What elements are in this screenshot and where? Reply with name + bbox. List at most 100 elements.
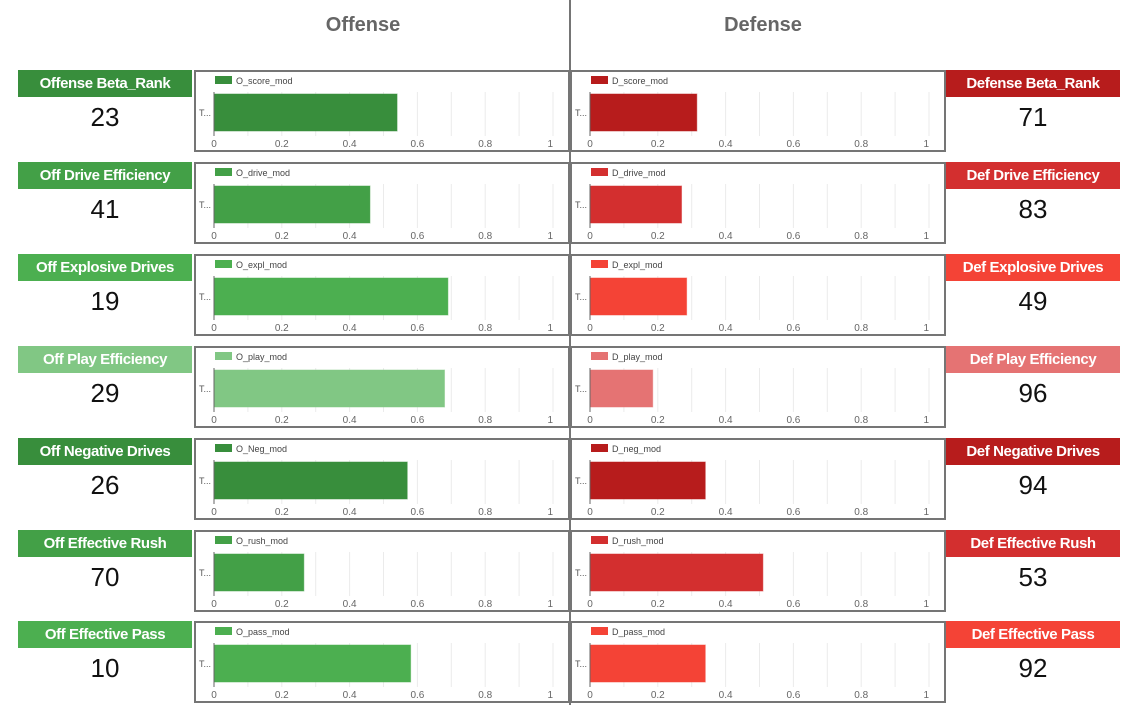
legend-swatch [215,168,232,176]
defense-bar-chart[interactable]: T... 0 0.2 0.4 0.6 0.8 1 D_pass_mod [570,621,946,703]
offense-bar-chart[interactable]: T... 0 0.2 0.4 0.6 0.8 1 O_rush_mod [194,530,570,612]
defense-scorecard[interactable]: Def Negative Drives 94 [946,438,1120,520]
scorecard-value: 53 [1018,562,1048,592]
scorecard-value: 23 [90,102,120,132]
x-tick-label: 0.2 [275,415,289,426]
x-tick-label: 0.6 [410,139,424,150]
offense-scorecard[interactable]: Offense Beta_Rank 23 [18,70,192,152]
x-tick-label: 0.8 [478,139,492,150]
category-label: T... [575,108,587,118]
x-tick-label: 0.2 [275,690,289,701]
bar-O_Neg_mod[interactable] [213,461,408,500]
category-label: T... [199,108,211,118]
defense-scorecard[interactable]: Def Explosive Drives 49 [946,254,1120,336]
x-tick-label: 0.6 [410,599,424,610]
x-tick-label: 0 [587,323,593,334]
bar-D_score_mod[interactable] [589,93,698,132]
defense-scorecard[interactable]: Defense Beta_Rank 71 [946,70,1120,152]
offense-bar-chart[interactable]: T... 0 0.2 0.4 0.6 0.8 1 O_play_mod [194,346,570,428]
offense-scorecard[interactable]: Off Explosive Drives 19 [18,254,192,336]
legend-label[interactable]: D_pass_mod [612,627,665,637]
legend-label[interactable]: D_play_mod [612,352,663,362]
bar-O_rush_mod[interactable] [213,553,305,592]
legend-label[interactable]: O_drive_mod [236,168,290,178]
defense-bar-chart[interactable]: T... 0 0.2 0.4 0.6 0.8 1 D_rush_mod [570,530,946,612]
legend-label[interactable]: D_expl_mod [612,260,663,270]
offense-bar-chart[interactable]: T... 0 0.2 0.4 0.6 0.8 1 O_expl_mod [194,254,570,336]
x-tick-label: 1 [923,323,929,334]
scorecard-value: 29 [90,378,120,408]
x-tick-label: 0.2 [651,599,665,610]
defense-scorecard[interactable]: Def Drive Efficiency 83 [946,162,1120,244]
offense-scorecard[interactable]: Off Play Efficiency 29 [18,346,192,428]
legend-label[interactable]: O_Neg_mod [236,444,287,454]
legend-label[interactable]: D_neg_mod [612,444,661,454]
bar-O_expl_mod[interactable] [213,277,449,316]
offense-scorecard[interactable]: Off Drive Efficiency 41 [18,162,192,244]
scorecard-value: 96 [1018,378,1048,408]
offense-scorecard[interactable]: Off Effective Pass 10 [18,621,192,703]
offense-bar-chart[interactable]: T... 0 0.2 0.4 0.6 0.8 1 O_pass_mod [194,621,570,703]
defense-bar-chart[interactable]: T... 0 0.2 0.4 0.6 0.8 1 D_drive_mod [570,162,946,244]
defense-bar-chart[interactable]: T... 0 0.2 0.4 0.6 0.8 1 D_expl_mod [570,254,946,336]
x-tick-label: 0.2 [275,507,289,518]
offense-scorecard[interactable]: Off Negative Drives 26 [18,438,192,520]
offense-bar-chart[interactable]: T... 0 0.2 0.4 0.6 0.8 1 O_Neg_mod [194,438,570,520]
offense-bar-chart[interactable]: T... 0 0.2 0.4 0.6 0.8 1 O_score_mod [194,70,570,152]
scorecard-value: 41 [90,194,120,224]
category-label: T... [199,384,211,394]
bar-O_score_mod[interactable] [213,93,398,132]
chart-svg: T... 0 0.2 0.4 0.6 0.8 1 O_Neg_mod [199,444,554,518]
x-tick-label: 0.4 [719,690,733,701]
bar-D_rush_mod[interactable] [589,553,764,592]
x-tick-label: 1 [547,599,553,610]
defense-bar-chart[interactable]: T... 0 0.2 0.4 0.6 0.8 1 D_score_mod [570,70,946,152]
scorecard-value: 70 [90,562,120,592]
scorecard-value: 94 [1018,470,1048,500]
bar-D_play_mod[interactable] [589,369,654,408]
bar-D_pass_mod[interactable] [589,644,706,683]
x-tick-label: 0.4 [343,139,357,150]
legend-label[interactable]: D_rush_mod [612,536,664,546]
scorecard-value: 19 [90,286,120,316]
offense-scorecard[interactable]: Off Effective Rush 70 [18,530,192,612]
x-tick-label: 0 [587,139,593,150]
bar-D_drive_mod[interactable] [589,185,683,224]
scorecard-label: Offense Beta_Rank [18,70,192,97]
bar-D_expl_mod[interactable] [589,277,688,316]
x-tick-label: 0.6 [786,690,800,701]
x-tick-label: 0.8 [478,690,492,701]
defense-scorecard[interactable]: Def Play Efficiency 96 [946,346,1120,428]
x-tick-label: 0.4 [719,415,733,426]
x-tick-label: 1 [547,690,553,701]
bar-D_neg_mod[interactable] [589,461,706,500]
x-tick-label: 1 [923,599,929,610]
legend-label[interactable]: D_score_mod [612,76,668,86]
x-tick-label: 0.4 [343,690,357,701]
legend-swatch [591,444,608,452]
defense-bar-chart[interactable]: T... 0 0.2 0.4 0.6 0.8 1 D_play_mod [570,346,946,428]
chart-svg: T... 0 0.2 0.4 0.6 0.8 1 D_play_mod [575,352,930,426]
defense-scorecard[interactable]: Def Effective Rush 53 [946,530,1120,612]
legend-label[interactable]: O_expl_mod [236,260,287,270]
scorecard-value: 10 [90,653,120,683]
x-tick-label: 0.6 [786,507,800,518]
legend-label[interactable]: O_score_mod [236,76,293,86]
scorecard-label: Def Explosive Drives [946,254,1120,281]
scorecard-value: 26 [90,470,120,500]
x-tick-label: 0.8 [854,690,868,701]
x-tick-label: 0.8 [854,415,868,426]
x-tick-label: 0.2 [275,323,289,334]
legend-label[interactable]: D_drive_mod [612,168,666,178]
defense-bar-chart[interactable]: T... 0 0.2 0.4 0.6 0.8 1 D_neg_mod [570,438,946,520]
category-label: T... [199,476,211,486]
legend-label[interactable]: O_pass_mod [236,627,290,637]
bar-O_play_mod[interactable] [213,369,446,408]
legend-label[interactable]: O_rush_mod [236,536,288,546]
defense-scorecard[interactable]: Def Effective Pass 92 [946,621,1120,703]
offense-bar-chart[interactable]: T... 0 0.2 0.4 0.6 0.8 1 O_drive_mod [194,162,570,244]
x-tick-label: 1 [923,415,929,426]
bar-O_pass_mod[interactable] [213,644,412,683]
bar-O_drive_mod[interactable] [213,185,371,224]
legend-label[interactable]: O_play_mod [236,352,287,362]
